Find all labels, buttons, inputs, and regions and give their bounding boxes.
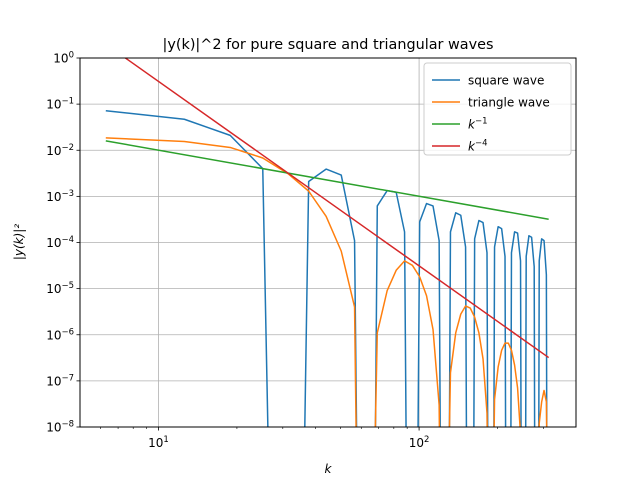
x-axis: 101 102 <box>100 427 544 450</box>
y-tick-label: 10−4 <box>46 235 74 250</box>
y-tick-label-base: 10 <box>46 282 61 296</box>
y-tick-label-base: 10 <box>53 52 68 66</box>
series-line-2 <box>105 140 549 220</box>
y-tick-label-exponent: −1 <box>61 97 74 107</box>
y-tick-label-base: 10 <box>46 374 61 388</box>
y-tick-label-exponent: −3 <box>61 189 74 199</box>
series-line-3 <box>124 58 550 359</box>
x-tick-label-exponent: 1 <box>163 435 168 445</box>
y-tick-label: 100 <box>53 51 74 66</box>
x-tick-label-exponent: 2 <box>424 435 429 445</box>
y-tick-label-exponent: −7 <box>61 373 74 383</box>
x-tick-label: 102 <box>409 435 430 450</box>
y-tick-label-exponent: −8 <box>61 420 74 430</box>
legend-label-exponent: −4 <box>475 139 488 149</box>
x-tick-label-base: 10 <box>148 436 163 450</box>
legend-label-0: square wave <box>468 74 544 88</box>
y-tick-label-exponent: −5 <box>61 281 74 291</box>
legend-label-base: k <box>468 140 476 154</box>
y-tick-label: 10−6 <box>46 327 74 342</box>
y-tick-label-base: 10 <box>46 236 61 250</box>
y-tick-label-base: 10 <box>46 190 61 204</box>
legend-label-2: k−1 <box>468 117 487 132</box>
legend-label-exponent: −1 <box>475 117 488 127</box>
y-tick-label: 10−2 <box>46 143 74 158</box>
y-tick-label-base: 10 <box>46 421 61 435</box>
y-tick-label: 10−8 <box>46 420 74 435</box>
y-tick-label: 10−1 <box>46 97 74 112</box>
legend-label-1: triangle wave <box>468 96 550 110</box>
y-tick-label: 10−5 <box>46 281 74 296</box>
chart-title: |y(k)|^2 for pure square and triangular … <box>163 37 494 53</box>
y-tick-label-base: 10 <box>46 328 61 342</box>
legend-label-3: k−4 <box>468 139 487 154</box>
x-tick-label-base: 10 <box>409 436 424 450</box>
y-tick-label-exponent: −2 <box>61 143 74 153</box>
series-line-1 <box>105 137 548 427</box>
legend-label-base: k <box>468 118 476 132</box>
y-tick-label-base: 10 <box>46 98 61 112</box>
y-tick-label-exponent: −6 <box>61 327 74 337</box>
x-axis-label: k <box>325 462 333 476</box>
series-layer <box>105 58 550 427</box>
y-tick-label: 10−7 <box>46 373 74 388</box>
y-tick-label-exponent: 0 <box>69 51 74 61</box>
y-tick-label: 10−3 <box>46 189 74 204</box>
legend-box <box>423 62 572 156</box>
y-axis-label: |y(k)|² <box>12 224 26 261</box>
y-tick-label-base: 10 <box>46 144 61 158</box>
y-tick-label-exponent: −4 <box>61 235 74 245</box>
x-tick-label: 101 <box>148 435 169 450</box>
